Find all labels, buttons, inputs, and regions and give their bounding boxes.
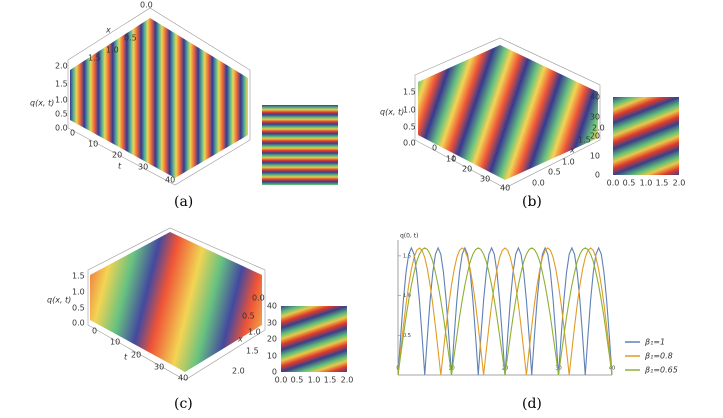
z-tick-label: 1.5 [55, 80, 68, 89]
t-tick-label: 20 [131, 351, 141, 360]
x-tick-label: 1.5 [88, 54, 101, 63]
t-tick-label: 30 [154, 363, 164, 372]
z-tick-label: 0.5 [55, 110, 68, 119]
t-tick-label: 40 [500, 184, 510, 193]
z-tick-label: 0.0 [403, 139, 416, 148]
x-tick-label: 0.0 [532, 179, 545, 188]
density-plot [613, 97, 679, 175]
z-label: q(x, t) [30, 99, 54, 108]
density-x-tick: 0.0 [607, 179, 620, 188]
density-x-tick: 2.0 [341, 376, 354, 385]
t-label: t [124, 353, 128, 362]
plot-box [67, 7, 251, 186]
z-tick-label: 1.0 [72, 288, 85, 297]
x-tick-label: 1.0 [106, 46, 119, 55]
density-y-tick: 20 [590, 132, 600, 141]
z-tick-label: 2.0 [55, 62, 68, 71]
caption: (b) [522, 194, 542, 210]
t-tick-label: 20 [112, 151, 122, 160]
legend-label: β₁=1 [644, 338, 665, 347]
density-y-tick: 0 [595, 171, 600, 180]
density-x-tick: 1.5 [324, 376, 337, 385]
z-tick-label: 1.0 [403, 106, 416, 115]
z-label: q(x, t) [380, 108, 404, 117]
x-tick-label: 1.5 [578, 136, 591, 145]
t-tick-label: 30 [138, 163, 148, 172]
t-tick-label: 0 [70, 129, 75, 138]
density-x-tick: 0.5 [623, 179, 636, 188]
density-plot [281, 306, 347, 372]
z-tick-label: 1.0 [55, 96, 68, 105]
t-label: t [452, 154, 456, 163]
density-y-tick: 10 [267, 352, 277, 361]
legend-label: β₁=0.8 [644, 352, 673, 361]
x-tick-label: 2.0 [232, 367, 245, 376]
density-x-tick: 0.0 [275, 376, 288, 385]
density-x-tick: 1.5 [656, 179, 669, 188]
panel-a: q(x, t) x t 0.0 0.5 1.0 1.5 2.0 1.5 1.0 … [30, 1, 338, 210]
caption: (d) [522, 396, 542, 412]
density-x-tick: 1.0 [640, 179, 653, 188]
x-label: x [237, 335, 243, 344]
density-x-tick: 0.5 [291, 376, 304, 385]
t-tick-label: 0 [92, 327, 97, 336]
legend-label: β₁=0.65 [644, 366, 678, 375]
density-x-tick: 2.0 [673, 179, 686, 188]
panel-c: q(x, t) x t 1.5 1.0 0.5 0.0 0 10 20 30 4… [47, 227, 354, 412]
z-label: q(x, t) [47, 296, 71, 305]
t-tick-label: 0 [432, 144, 437, 153]
t-tick-label: 10 [110, 338, 120, 347]
t-tick-label: 10 [88, 140, 98, 149]
y-tick-label: 1.5 [403, 253, 411, 259]
x-tick-label: 0.5 [242, 312, 255, 321]
t-tick-label: 40 [178, 374, 188, 383]
line-series [397, 247, 613, 376]
density-y-tick: 30 [267, 319, 277, 328]
surface [70, 18, 248, 178]
t-tick-label: 40 [165, 176, 175, 185]
x-label: x [105, 26, 111, 35]
x-tick-label: 1.5 [246, 347, 259, 356]
z-tick-label: 0.0 [55, 124, 68, 133]
t-tick-label: 10 [446, 155, 456, 164]
line-series [397, 246, 613, 376]
density-y-tick: 20 [267, 335, 277, 344]
caption: (c) [174, 396, 193, 412]
x-tick-label: 0.0 [140, 1, 153, 10]
x-tick-label: 2.0 [592, 124, 605, 133]
density-y-tick: 0 [272, 368, 277, 377]
x-tick-label: 1.0 [562, 158, 575, 167]
z-tick-label: 1.5 [403, 88, 416, 97]
panel-d: (d) q(0, t) 0 10 20 30 400.51.01.5β₁=1β₁=0.8… [396, 233, 677, 413]
z-tick-label: 0.5 [403, 123, 416, 132]
density-y-tick: 40 [267, 302, 277, 311]
caption: (a) [174, 194, 193, 210]
panel-b: q(x, t) x t 1.5 1.0 0.5 0.0 0 10 20 30 4… [380, 37, 686, 210]
x-label: x [569, 146, 575, 155]
plot-box [87, 227, 266, 381]
plot-box [414, 37, 601, 189]
x-tick-label: 0.0 [252, 294, 265, 303]
y-tick-label: 0.5 [403, 333, 411, 339]
surface [418, 45, 598, 180]
t-label: t [118, 162, 122, 171]
density-plot [262, 105, 338, 185]
line-series [397, 247, 613, 376]
x-tick-label: 1.0 [248, 328, 261, 337]
y-axis-label: q(0, t) [400, 233, 418, 240]
z-tick-label: 0.5 [72, 304, 85, 313]
density-y-tick: 40 [590, 93, 600, 102]
z-tick-label: 1.5 [72, 272, 85, 281]
t-tick-label: 20 [462, 165, 472, 174]
density-y-tick: 10 [590, 152, 600, 161]
x-tick-label: 0.5 [124, 34, 137, 43]
density-y-tick: 30 [590, 113, 600, 122]
t-tick-label: 30 [480, 175, 490, 184]
surface [90, 232, 262, 372]
x-tick-label: 0.5 [548, 168, 561, 177]
z-tick-label: 0.0 [72, 319, 85, 328]
density-x-tick: 1.0 [308, 376, 321, 385]
